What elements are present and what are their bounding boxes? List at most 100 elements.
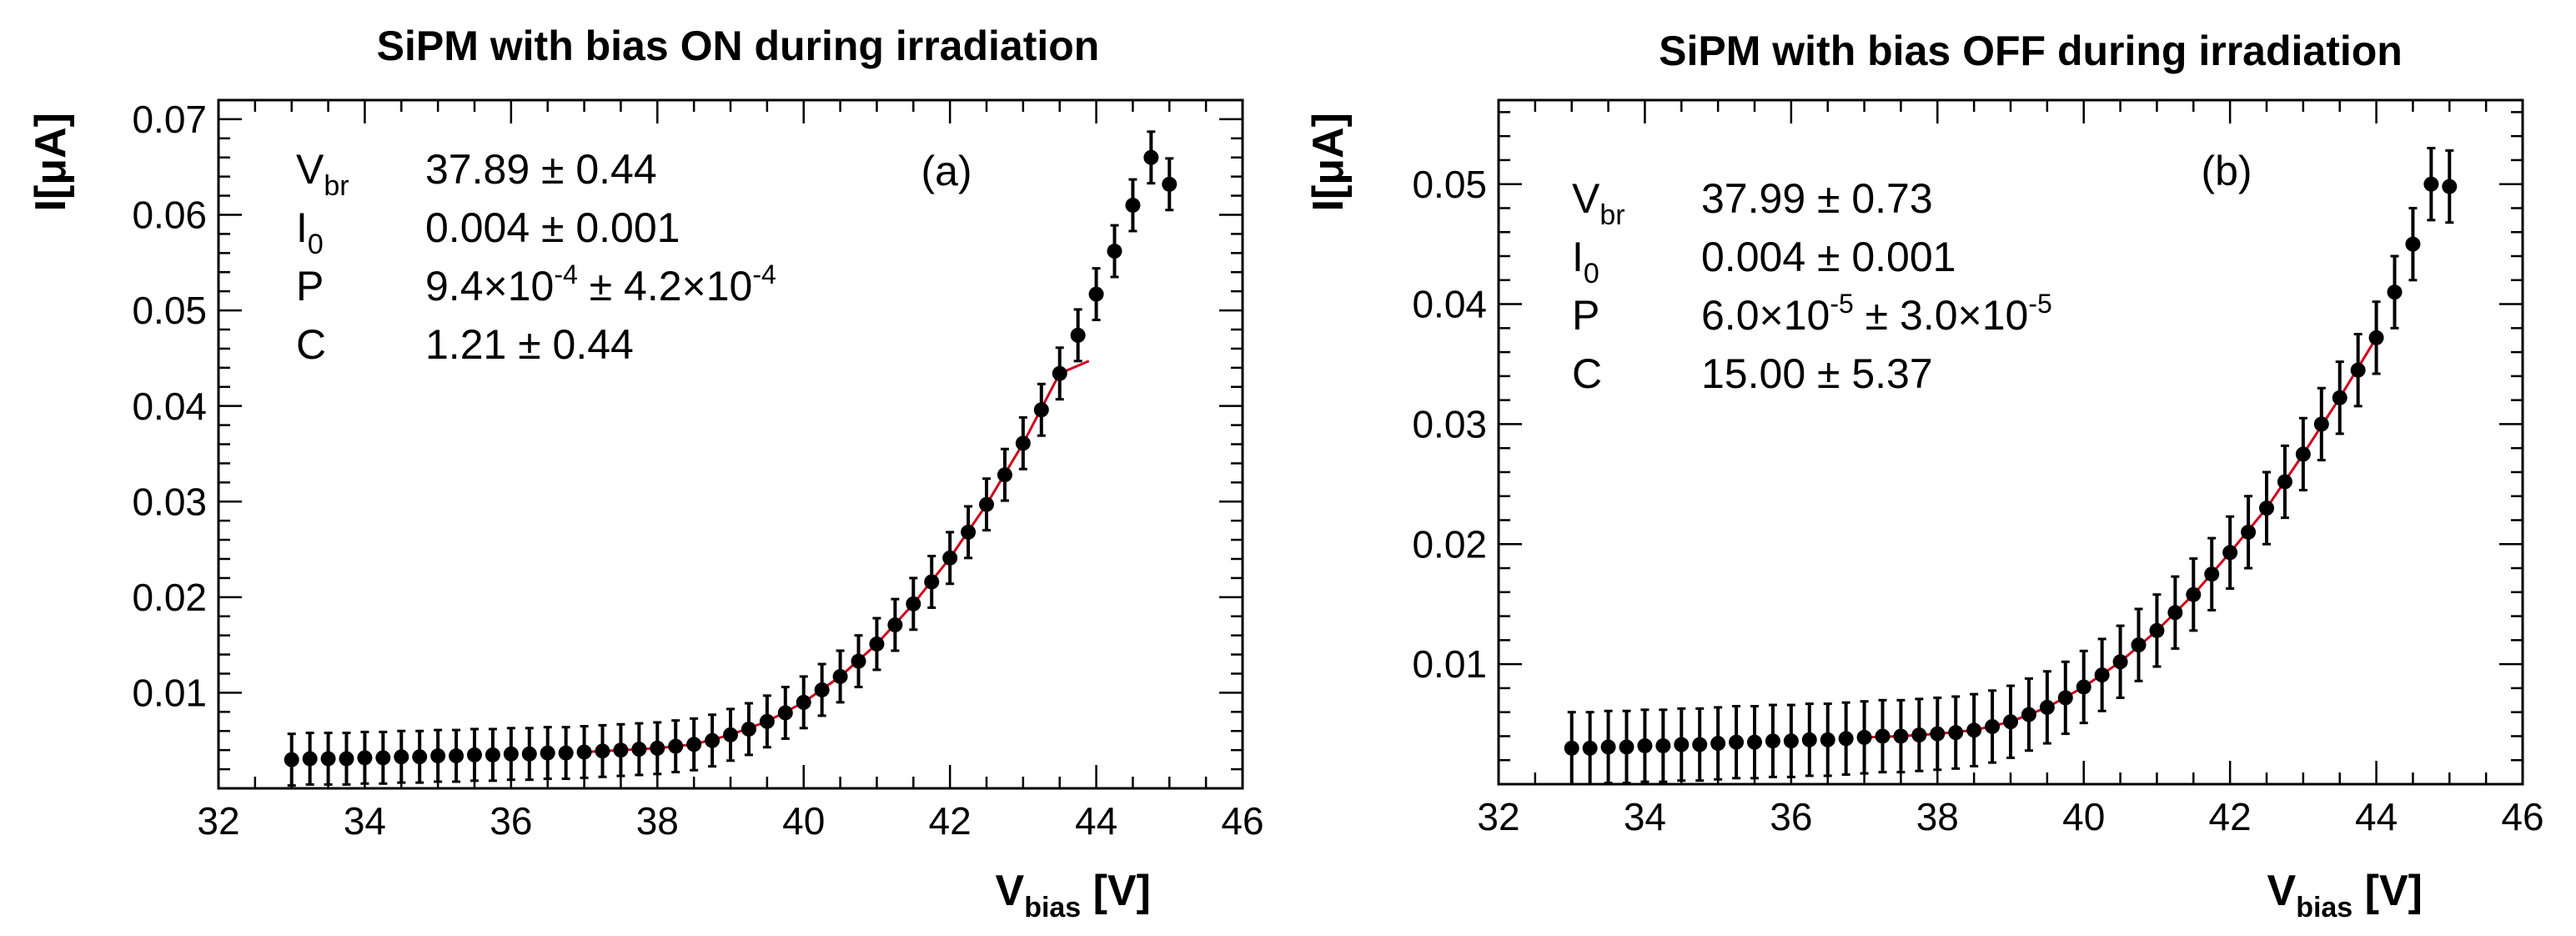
x-tick-label: 36 bbox=[1770, 795, 1812, 838]
data-point bbox=[2149, 622, 2165, 638]
data-point bbox=[2423, 176, 2439, 192]
data-point bbox=[2295, 446, 2311, 462]
fit-param-name: Vbr bbox=[1572, 175, 1625, 231]
data-point bbox=[650, 740, 665, 756]
fit-param-value: 1.21 ± 0.44 bbox=[425, 321, 634, 368]
fit-param-symbol: I bbox=[1572, 234, 1584, 280]
data-point bbox=[2204, 566, 2220, 582]
panel-b: SiPM with bias OFF during irradiation I[μ… bbox=[1304, 28, 2543, 923]
y-tick-label: 0.04 bbox=[132, 385, 207, 428]
data-point bbox=[1637, 737, 1653, 753]
data-point bbox=[1875, 728, 1891, 744]
data-point bbox=[576, 744, 592, 760]
y-tick-label: 0.01 bbox=[1412, 642, 1487, 686]
fit-curve bbox=[584, 360, 1090, 753]
data-point bbox=[1107, 244, 1122, 259]
fit-param-subscript: 0 bbox=[308, 229, 324, 260]
fit-param-value-main: 37.89 ± 0.44 bbox=[425, 146, 657, 193]
data-point bbox=[339, 751, 354, 767]
data-point bbox=[1948, 725, 1964, 741]
fit-param-value: 15.00 ± 5.37 bbox=[1701, 350, 1933, 397]
data-point bbox=[1162, 176, 1178, 192]
data-point bbox=[357, 750, 373, 766]
data-point bbox=[1619, 739, 1634, 755]
data-point bbox=[1801, 732, 1817, 747]
data-point bbox=[1729, 734, 1745, 750]
y-tick-label: 0.06 bbox=[132, 194, 207, 237]
fit-param-value: 0.004 ± 0.001 bbox=[425, 204, 680, 251]
data-point bbox=[1052, 365, 1067, 381]
data-point bbox=[1692, 737, 1708, 752]
x-axis-label: Vbias [V] bbox=[996, 867, 1152, 923]
plot-frame bbox=[217, 98, 1244, 790]
plot-frame bbox=[1497, 98, 2524, 786]
data-point bbox=[979, 496, 994, 512]
x-axis-label: Vbias [V] bbox=[2267, 867, 2423, 923]
data-point bbox=[1655, 737, 1671, 753]
fit-param-subscript: br bbox=[1599, 199, 1624, 231]
fit-param-name: I0 bbox=[296, 204, 324, 260]
fit-param-name: Vbr bbox=[296, 146, 349, 202]
fit-param-value-main: 37.99 ± 0.73 bbox=[1701, 175, 1933, 222]
x-tick-label: 44 bbox=[2355, 795, 2398, 838]
data-point bbox=[1838, 731, 1854, 747]
data-point bbox=[869, 636, 885, 652]
fit-param-exponent: -5 bbox=[2028, 289, 2051, 319]
x-axis-label-main: V bbox=[996, 867, 1025, 915]
data-point bbox=[1893, 728, 1909, 744]
data-point bbox=[2094, 667, 2110, 683]
panel-tag: (a) bbox=[921, 148, 972, 194]
data-point bbox=[302, 751, 318, 767]
fit-param-exponent: -5 bbox=[1830, 289, 1853, 319]
y-tick-label: 0.02 bbox=[132, 576, 207, 619]
data-point bbox=[485, 747, 500, 762]
data-point bbox=[613, 742, 629, 758]
data-point bbox=[558, 745, 574, 761]
fit-param-value-main: 1.21 ± 0.44 bbox=[425, 321, 634, 368]
data-point bbox=[1820, 732, 1835, 747]
fit-param-symbol: C bbox=[296, 321, 326, 368]
fit-param-name: I0 bbox=[1572, 234, 1599, 289]
data-point bbox=[2405, 236, 2421, 252]
data-point bbox=[1930, 726, 1946, 742]
x-tick-label: 32 bbox=[197, 799, 239, 843]
data-point bbox=[1856, 729, 1872, 745]
data-point bbox=[2057, 690, 2073, 706]
x-tick-label: 36 bbox=[490, 799, 532, 843]
data-point bbox=[2259, 501, 2274, 516]
x-tick-label: 46 bbox=[2501, 795, 2543, 838]
data-point bbox=[906, 596, 921, 611]
data-point bbox=[2277, 474, 2292, 490]
data-point bbox=[521, 746, 537, 762]
y-axis-label: I[μA] bbox=[1304, 113, 1353, 211]
fit-param-name: P bbox=[296, 263, 324, 309]
data-point bbox=[2387, 284, 2403, 300]
x-tick-label: 46 bbox=[1221, 799, 1263, 843]
data-point bbox=[412, 749, 428, 765]
x-tick-label: 34 bbox=[344, 799, 386, 843]
fit-param-exponent: -4 bbox=[752, 259, 776, 289]
x-tick-label: 44 bbox=[1075, 799, 1117, 843]
data-point bbox=[924, 574, 940, 590]
data-point bbox=[1600, 739, 1616, 755]
fit-param-value-main: 15.00 ± 5.37 bbox=[1701, 350, 1933, 397]
fit-param-name: P bbox=[1572, 292, 1599, 339]
fit-param-value: 6.0×10-5 ± 3.0×10-5 bbox=[1701, 289, 2052, 339]
data-point bbox=[467, 747, 482, 762]
data-point bbox=[1765, 733, 1780, 749]
data-point bbox=[723, 727, 738, 742]
y-tick-label: 0.05 bbox=[1412, 163, 1487, 206]
data-point bbox=[2167, 605, 2183, 621]
data-point bbox=[1564, 740, 1579, 756]
fit-param-subscript: br bbox=[324, 170, 349, 202]
data-point bbox=[796, 694, 811, 710]
fit-param-value-main: 6.0×10 bbox=[1701, 292, 1830, 339]
data-point bbox=[2350, 362, 2366, 378]
data-point bbox=[1710, 736, 1726, 752]
fit-param-value-main: 0.004 ± 0.001 bbox=[1701, 234, 1956, 280]
x-axis-label-main: V bbox=[2267, 867, 2297, 915]
data-point bbox=[1070, 327, 1086, 343]
data-point bbox=[942, 550, 958, 566]
data-point bbox=[2021, 707, 2036, 722]
